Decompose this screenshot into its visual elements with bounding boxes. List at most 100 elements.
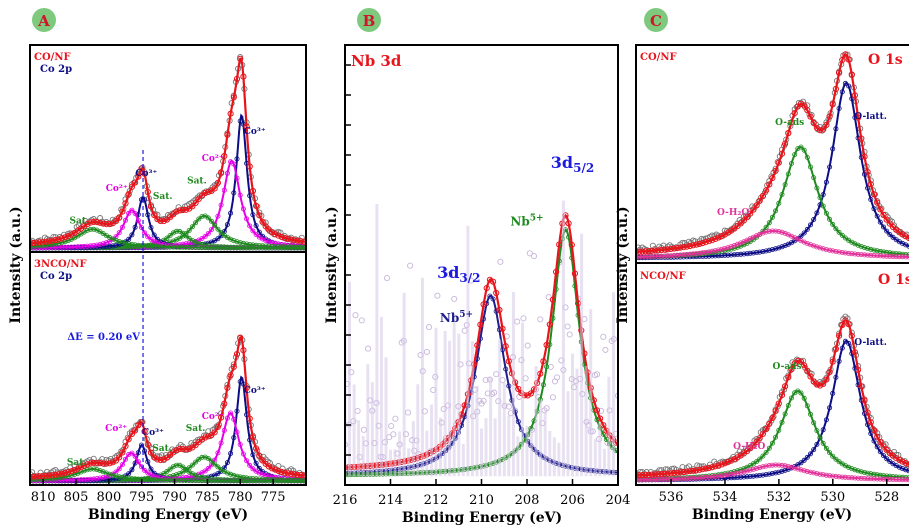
panel-c-top-envelope-marker (851, 92, 859, 99)
panel-c-bottom-peak-2-marker (833, 473, 839, 479)
panel-a-bottom-peak-5-marker (151, 473, 157, 479)
panel-a-top-envelope-marker (141, 170, 148, 177)
panel-a-bottom-peak-labels: Co³⁺ Co²⁺ Sat. Sat. Co³⁺ Co²⁺ Sat. (67, 386, 266, 468)
panel-c-bottom-peak-1-marker (763, 449, 769, 455)
panel-a-bottom-peak-6-marker (228, 478, 234, 484)
panel-a-bottom-peak-6-marker (205, 478, 211, 484)
panel-a-bottom-peak-0-marker (231, 435, 237, 441)
panel-b-raw-point (434, 292, 441, 299)
panel-c-x-ticks: 536 534 532 530 528 (659, 479, 899, 505)
panel-c-bottom-peak-0-marker (881, 453, 887, 459)
panel-c-bottom-envelope-marker (778, 392, 786, 399)
panel-a-top-peak-1-marker (244, 216, 250, 222)
panel-c-top-envelope-marker (832, 85, 840, 93)
panel-c-top-envelope-marker (709, 237, 716, 244)
panel-c-bottom-peak-0-marker (776, 469, 782, 475)
panel-a-bottom-peak-1-marker (205, 465, 211, 471)
panel-c-top-peak-1-marker (839, 232, 845, 238)
panel-a-bottom-peak-1-marker (228, 410, 234, 416)
panel-a-top-peak-0-marker (247, 193, 253, 199)
panel-c-top-envelope-marker (750, 206, 757, 213)
panel-a-bottom-peak-6-marker (56, 475, 62, 481)
panel-a-bottom-peak-1-marker (247, 462, 253, 468)
panel-c-bottom-envelope-marker (645, 471, 652, 478)
panel-b-peak-1-marker (544, 364, 550, 370)
panel-a-tick-label: 780 (228, 490, 253, 505)
panel-c-bottom-envelope-marker (690, 467, 697, 474)
panel-b-envelope-marker (546, 321, 553, 328)
panel-b-envelope-marker (543, 341, 550, 349)
panel-c-top-peak-2-marker (681, 252, 687, 258)
panel-a-bottom-peak-2-marker (193, 459, 199, 465)
panel-a-top-envelope-marker (100, 220, 107, 227)
panel-a-top-peak-6-marker (138, 243, 144, 249)
panel-a-bottom-envelope-marker (288, 470, 295, 477)
panel-c-bottom-envelope-marker (648, 471, 656, 478)
panel-c-top-peak-0-marker (744, 251, 750, 257)
panel-a-bottom-envelope-marker (224, 384, 231, 391)
panel-a-bottom-peak-2-marker (199, 454, 205, 460)
panel-a-bottom-envelope-marker (74, 465, 81, 472)
panel-c-bottom-envelope-marker (766, 420, 773, 427)
panel-c-bottom-peak-2-marker (789, 464, 795, 470)
panel-c-top-peak-2-marker (808, 242, 814, 248)
panel-a-top-peak-1-marker (263, 237, 269, 243)
panel-b-plot (345, 200, 618, 478)
panel-c-bottom-peak-0-marker (747, 473, 753, 479)
panel-c-bottom-peak-2-marker (804, 468, 810, 474)
panel-a-top-envelope-marker (262, 223, 269, 230)
panel-c-top-envelope-marker (829, 101, 836, 108)
panel-a-top-peak-6-marker (263, 245, 269, 251)
panel-c-bottom-envelope-marker (858, 383, 865, 390)
panel-a-bottom-sample-label: 3NCO/NF (34, 259, 87, 270)
panel-c-top-peak-2-marker (665, 253, 671, 259)
panel-c-top-peak-2-marker (779, 229, 785, 235)
panel-c-bottom-peak-1-marker (754, 459, 760, 465)
panel-a-bottom-peak-0-marker (237, 379, 243, 385)
panel-a-bottom-peak-label: Co²⁺ (202, 412, 224, 422)
panel-c-top-envelope-marker (674, 245, 681, 252)
panel-c-bottom-peak-0-marker (884, 456, 890, 462)
panel-c-top-peak-0-marker (725, 252, 731, 258)
panel-c-top-peak-2-marker (712, 248, 718, 254)
panel-a-bottom-envelope-marker (160, 456, 167, 463)
panel-a-frame (29, 44, 307, 486)
panel-a-top-peak-0-marker (237, 118, 243, 124)
panel-c-bottom-peak-1-marker (884, 473, 890, 479)
panel-a-top-peak-5-marker (68, 244, 74, 250)
panel-a-bottom-peak-6-marker (221, 478, 227, 484)
panel-c-bottom-peak-1-marker (773, 434, 779, 440)
panel-letter-b: B (363, 12, 376, 30)
panel-c-top-peak-1-marker (842, 235, 848, 241)
panel-c-bottom-peak-0-marker (769, 470, 775, 476)
panel-c-top-peak-2-marker (776, 228, 782, 234)
panel-c-top-envelope-marker (848, 71, 855, 78)
panel-a-top-envelope-marker (205, 188, 212, 195)
panel-c-top-envelope-marker (642, 248, 649, 255)
panel-c-top-peak-2-marker (700, 250, 706, 256)
panel-c-top-peak-2-marker (773, 228, 779, 234)
panel-c-bottom-envelope-marker (851, 349, 859, 356)
panel-a-top-peak-6-marker (193, 244, 199, 250)
panel-c-bottom-peak-2-marker (722, 472, 728, 478)
panel-c-bottom-peak-0-marker (827, 405, 833, 411)
panel-c-bottom-envelope-marker (899, 458, 906, 465)
panel-c-bottom-peak-2-marker (700, 475, 706, 481)
panel-a-bottom-envelope-marker (202, 434, 209, 441)
panel-a-bottom-envelope-marker (211, 429, 218, 436)
panel-a-top-peak-5-marker (103, 240, 109, 246)
panel-a-bottom-envelope-marker (100, 460, 107, 467)
panel-c-bottom-envelope-marker (810, 378, 817, 385)
panel-c-bottom-peak-0-marker (833, 374, 839, 380)
panel-a-bottom-envelope-marker (77, 464, 85, 471)
panel-b-title: Nb 3d (351, 52, 402, 70)
panel-a-top-peak-5-marker (116, 230, 122, 236)
panel-c-top-peak-0-marker (766, 247, 772, 253)
panel-a-top-peak-2-marker (231, 238, 237, 244)
panel-c-top-envelope-marker (877, 206, 884, 213)
panel-c-top-envelope-marker (705, 238, 713, 245)
panel-c-bottom-envelope-marker (750, 442, 757, 449)
panel-b-raw-point (543, 405, 550, 412)
panel-a-top-peak-0-marker (208, 239, 214, 245)
